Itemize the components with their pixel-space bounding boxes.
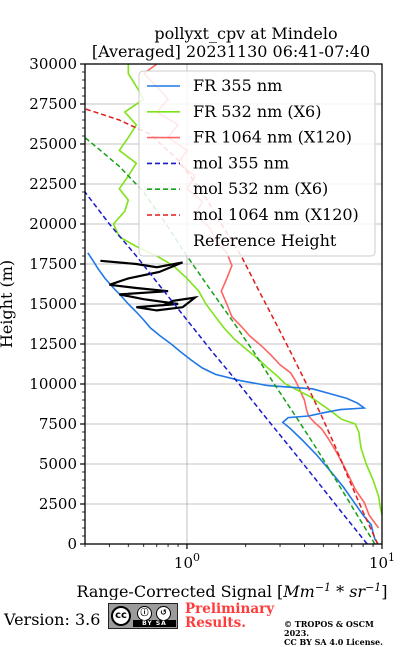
y-tick-label: 10000 [29, 375, 77, 393]
y-tick-label: 17500 [29, 255, 77, 273]
y-axis-label: Height (m) [0, 260, 16, 348]
y-tick-label: 20000 [29, 215, 77, 233]
copyright-line1: © TROPOS & OSCM 2023. [284, 619, 374, 638]
x-tick-label-base: 10 [369, 554, 388, 572]
legend-label: mol 355 nm [193, 153, 289, 172]
legend-box [138, 70, 376, 257]
x-tick-label-exponent: 1 [388, 551, 395, 564]
legend: FR 355 nm FR 532 nm (X6) FR 1064 nm (X120)… [138, 70, 376, 257]
cc-logo-icon: cc [111, 606, 131, 626]
y-tick-label: 27500 [29, 95, 77, 113]
cc-license-badge[interactable]: cc ⓘ ↺ BY SA [108, 603, 178, 629]
x-axis-label-exp1: −1 [315, 581, 331, 594]
x-tick-label: 100 [174, 551, 200, 572]
legend-label: FR 532 nm (X6) [193, 102, 321, 121]
y-tick-label: 15000 [29, 295, 77, 313]
lidar-profile-chart: pollyxt_cpv at Mindelo [Averaged] 202311… [0, 24, 395, 600]
x-tick-label: 101 [369, 551, 395, 572]
cc-by-sa-strip: BY SA [133, 620, 176, 627]
copyright-line2: CC BY SA 4.0 License. [284, 637, 383, 647]
legend-label: Reference Height [193, 231, 337, 250]
x-tick-label-base: 10 [174, 554, 193, 572]
y-tick-label: 0 [67, 535, 77, 553]
copyright-note: © TROPOS & OSCM 2023. CC BY SA 4.0 Licen… [284, 620, 400, 647]
footer: Version: 3.6 cc ⓘ ↺ BY SA Preliminary Re… [0, 600, 400, 647]
y-tick-label: 30000 [29, 55, 77, 73]
x-axis-label: Range-Corrected Signal [Mm−1 * sr−1] [76, 581, 387, 600]
x-axis-label-mid: * sr [331, 582, 366, 600]
cc-sa-icon: ↺ [156, 606, 171, 621]
y-tick-label: 7500 [39, 415, 77, 433]
series-line-reference-height [100, 259, 199, 312]
cc-by-icon: ⓘ [137, 606, 152, 621]
chart-title-line1: pollyxt_cpv at Mindelo [154, 24, 337, 43]
y-tick-label: 25000 [29, 135, 77, 153]
axis-ticks: 0 2500 5000 7500 10000 12500 15000 17500 20000 22… [29, 55, 395, 572]
x-axis-label-text: Range-Corrected Signal [ [76, 582, 283, 600]
y-tick-label: 22500 [29, 175, 77, 193]
series-line-mol-532-nm-x6 [84, 137, 376, 545]
preliminary-results-note: Preliminary Results. [185, 602, 274, 630]
preliminary-line2: Results. [185, 615, 246, 631]
series-line-fr-532-nm-x6 [112, 64, 383, 516]
series-line-mol-355-nm [84, 191, 368, 545]
legend-label: mol 1064 nm (X120) [193, 205, 359, 224]
chart-title-line2: [Averaged] 20231130 06:41-07:40 [92, 42, 370, 61]
x-axis-label-end: ] [381, 582, 387, 600]
x-tick-label-exponent: 0 [193, 551, 200, 564]
x-axis-label-exp2: −1 [365, 581, 381, 594]
series-line-fr-355-nm [87, 252, 379, 544]
y-tick-label: 2500 [39, 495, 77, 513]
preliminary-line1: Preliminary [185, 601, 275, 617]
legend-label: FR 355 nm [193, 76, 282, 95]
legend-label: mol 532 nm (X6) [193, 179, 328, 198]
y-tick-label: 5000 [39, 455, 77, 473]
x-axis-label-unit: Mm [282, 582, 315, 600]
legend-label: FR 1064 nm (X120) [193, 128, 352, 147]
y-tick-label: 12500 [29, 335, 77, 353]
version-label: Version: 3.6 [4, 610, 101, 629]
